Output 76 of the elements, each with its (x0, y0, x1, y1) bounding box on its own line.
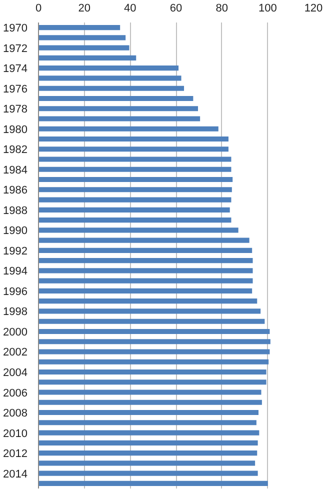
y-tick-label: 1974 (3, 63, 28, 76)
x-tick-label: 20 (78, 2, 90, 14)
bar (38, 390, 262, 395)
bar (38, 288, 252, 294)
bar (38, 136, 228, 142)
y-tick-label: 1978 (3, 104, 28, 116)
bar (38, 218, 232, 223)
bar (38, 35, 126, 40)
bar (38, 66, 179, 71)
bar (38, 207, 230, 212)
bar (38, 339, 270, 344)
bar (38, 197, 232, 202)
y-tick-label: 1990 (3, 225, 28, 238)
bar (38, 86, 184, 91)
bar (38, 176, 233, 182)
y-tick-label: 1992 (3, 245, 28, 258)
y-tick-label: 2000 (3, 326, 28, 338)
bar (38, 187, 232, 192)
bar (38, 318, 265, 324)
bar (38, 146, 228, 152)
y-tick-label: 1970 (3, 22, 28, 35)
bar (38, 410, 258, 416)
bar (38, 116, 200, 122)
bar (38, 76, 182, 81)
bar (38, 238, 250, 243)
bar (38, 480, 268, 486)
bar (38, 420, 256, 426)
bar (38, 359, 269, 364)
y-tick-label: 2006 (3, 387, 28, 400)
bar (38, 258, 253, 264)
y-tick-label: 2008 (3, 408, 28, 420)
bar (38, 470, 258, 476)
bar (38, 460, 256, 466)
bar (38, 450, 258, 456)
y-tick-label: 1976 (3, 83, 28, 96)
x-tick-label: 60 (170, 2, 182, 14)
y-tick-label: 1998 (3, 306, 28, 318)
bar (38, 156, 232, 162)
bar (38, 45, 130, 50)
bar (38, 126, 218, 132)
bar (38, 25, 120, 30)
y-tick-label: 1988 (3, 204, 28, 217)
x-tick-label: 0 (35, 2, 42, 14)
x-tick-label: 80 (216, 2, 228, 14)
bar (38, 228, 238, 233)
bar (38, 106, 198, 112)
y-tick-label: 2004 (3, 367, 28, 379)
bar (38, 166, 232, 172)
bar (38, 430, 260, 436)
y-tick-label: 1972 (3, 42, 28, 55)
y-tick-label: 2012 (3, 448, 28, 460)
x-tick-label: 40 (124, 2, 136, 14)
y-tick-label: 2010 (3, 428, 28, 440)
bar (38, 440, 258, 446)
bar (38, 380, 266, 385)
y-tick-label: 1986 (3, 184, 28, 197)
bar (38, 278, 253, 284)
y-tick-label: 1994 (3, 266, 28, 278)
y-tick-label: 1984 (3, 164, 28, 176)
bar (38, 248, 252, 253)
bar (38, 96, 194, 102)
bar (38, 308, 261, 314)
y-tick-label: 1996 (3, 286, 28, 298)
bar (38, 400, 262, 405)
bar (38, 349, 270, 354)
x-tick-label: 120 (304, 2, 323, 14)
y-tick-label: 2014 (3, 468, 28, 480)
bar (38, 298, 258, 304)
bar (38, 268, 253, 274)
bar (38, 369, 266, 375)
y-tick-label: 2002 (3, 346, 28, 359)
y-tick-label: 1980 (3, 124, 28, 136)
bar (38, 55, 136, 60)
x-tick-label: 100 (258, 2, 277, 14)
bar (38, 328, 270, 334)
y-tick-label: 1982 (3, 144, 28, 156)
